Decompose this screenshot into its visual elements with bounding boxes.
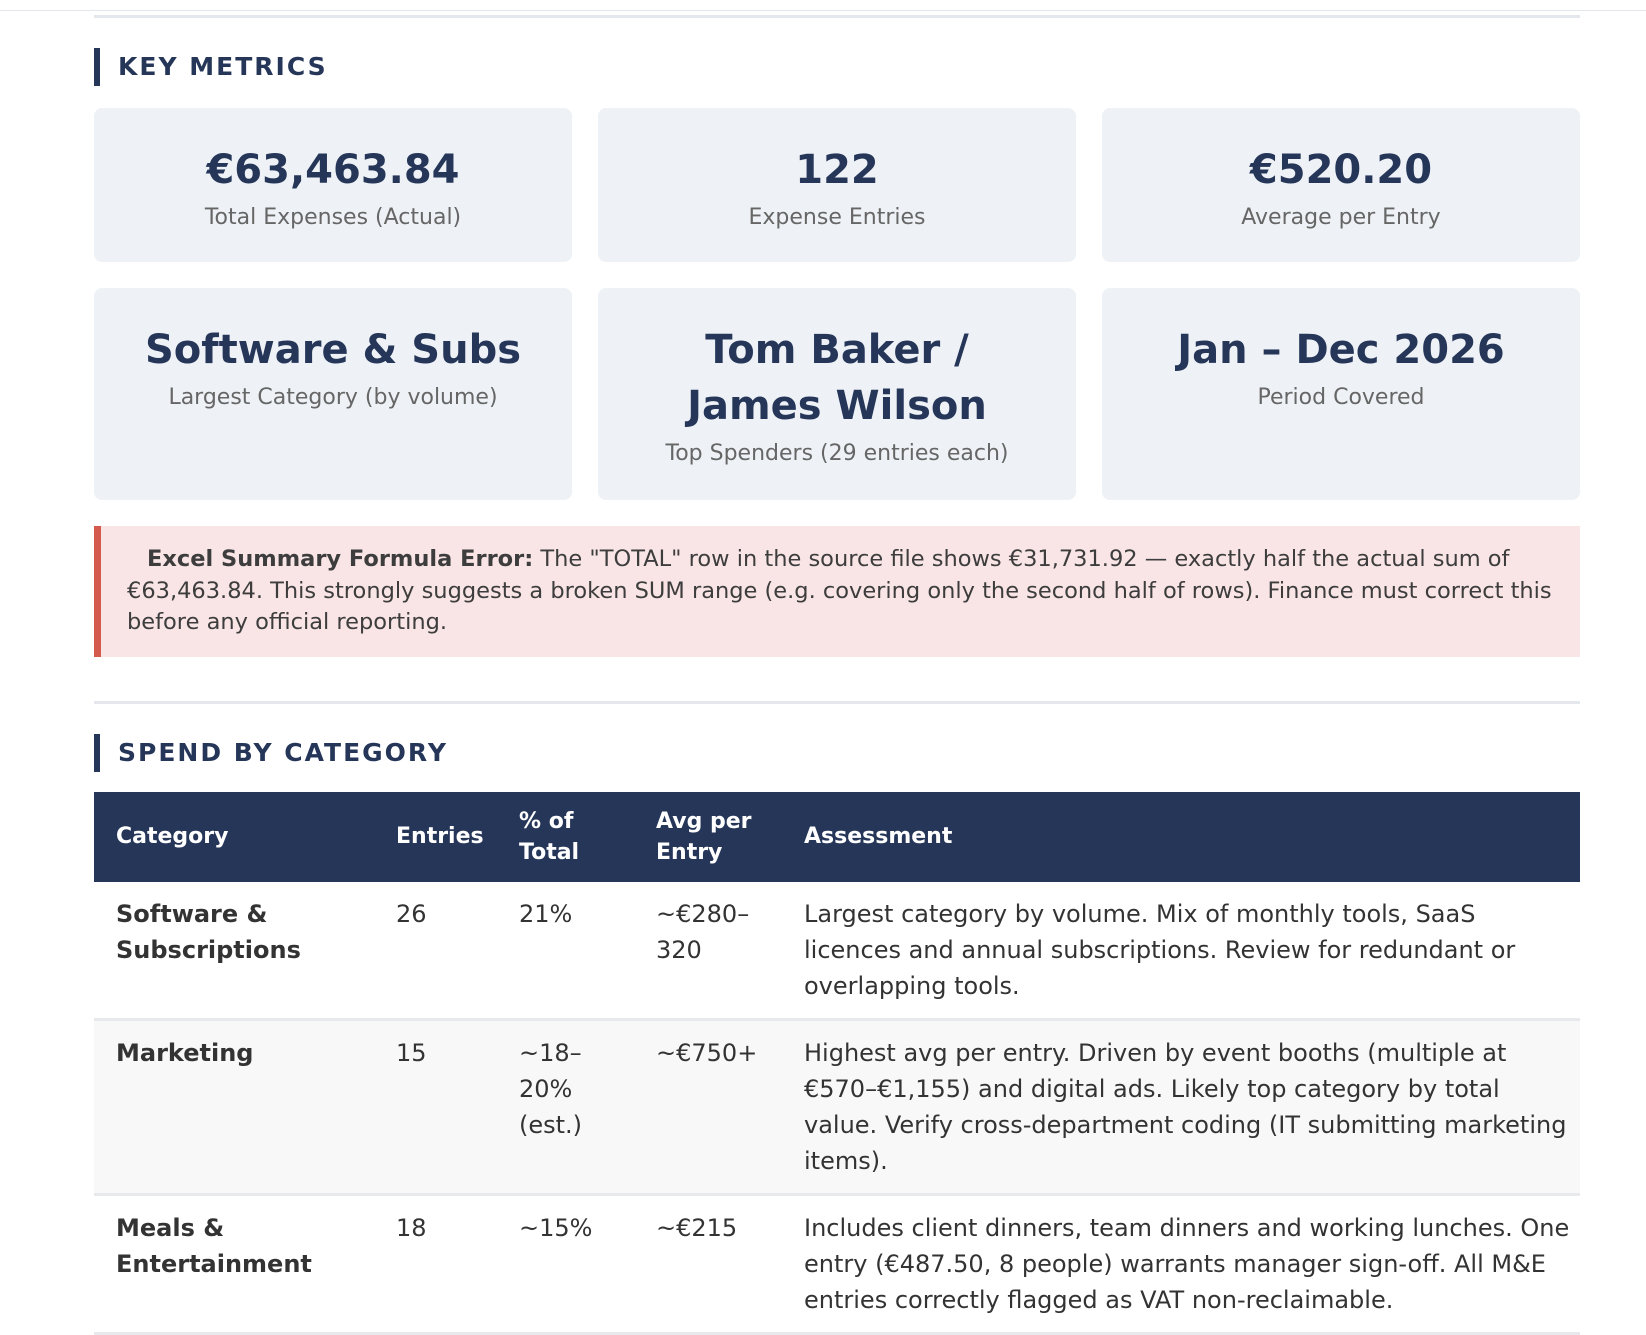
metric-label: Total Expenses (Actual) [204,205,462,230]
metric-value: €63,463.84 [206,147,460,193]
metric-card-expense-entries: 122 Expense Entries [598,108,1076,262]
section-divider [94,15,1580,18]
column-header-category: Category [94,791,374,882]
alert-title: Excel Summary Formula Error: [147,546,534,572]
cell-category: Marketing [94,1019,374,1196]
cell-percent: ~18–20% (est.) [497,1019,634,1196]
metric-card-average-per-entry: €520.20 Average per Entry [1102,108,1580,262]
metric-card-period-covered: Jan – Dec 2026 Period Covered [1102,288,1580,500]
cell-assessment: Largest category by volume. Mix of month… [782,881,1580,1021]
cell-entries: 26 [374,881,497,1021]
table-row: Marketing 15 ~18–20% (est.) ~€750+ Highe… [94,1019,1580,1196]
metric-label: Expense Entries [748,205,926,230]
cell-percent: ~15% [497,1194,634,1335]
cell-assessment: Includes client dinners, team dinners an… [782,1194,1580,1335]
metric-value: Jan – Dec 2026 [1177,327,1505,373]
metric-label: Average per Entry [1241,205,1441,230]
alert-text: The "TOTAL" row in the source file shows… [127,546,1552,635]
metric-card-largest-category: Software & Subs Largest Category (by vol… [94,288,572,500]
section-divider [94,700,1580,704]
table-row: Meals & Entertainment 18 ~15% ~€215 Incl… [94,1194,1580,1335]
key-metrics-heading: KEY METRICS [94,48,1580,86]
cell-avg: ~€280–320 [634,881,782,1021]
metrics-grid: Software & Subs Largest Category (by vol… [94,288,1580,500]
cell-entries: 18 [374,1194,497,1335]
metric-label: Top Spenders (29 entries each) [665,441,1009,466]
report-content: KEY METRICS €63,463.84 Total Expenses (A… [94,0,1580,1335]
cell-percent: 21% [497,881,634,1021]
metric-card-total-expenses: €63,463.84 Total Expenses (Actual) [94,108,572,262]
cell-entries: 15 [374,1019,497,1196]
spend-by-category-heading: SPEND BY CATEGORY [94,733,1580,772]
metric-card-top-spenders: Tom Baker / James Wilson Top Spenders (2… [598,288,1076,500]
column-header-avg-per-entry: Avg per Entry [634,791,782,882]
metric-value: €520.20 [1249,147,1433,193]
column-header-percent-of-total: % of Total [497,791,634,882]
column-header-entries: Entries [374,791,497,882]
metric-value: Software & Subs [144,327,522,373]
cell-assessment: Highest avg per entry. Driven by event b… [782,1019,1580,1196]
metric-value: Tom Baker / James Wilson [687,327,987,429]
metric-label: Period Covered [1257,385,1425,410]
category-table: Category Entries % of Total Avg per Entr… [94,791,1580,1335]
cell-category: Meals & Entertainment [94,1194,374,1335]
table-row: Software & Subscriptions 26 21% ~€280–32… [94,881,1580,1021]
cell-avg: ~€750+ [634,1019,782,1196]
top-divider [0,10,1646,11]
column-header-assessment: Assessment [782,791,1580,882]
table-header-row: Category Entries % of Total Avg per Entr… [94,791,1580,882]
formula-error-alert: Excel Summary Formula Error: The "TOTAL"… [94,526,1580,657]
metric-label: Largest Category (by volume) [168,385,498,410]
metrics-grid: €63,463.84 Total Expenses (Actual) 122 E… [94,108,1580,262]
metric-value: 122 [795,147,879,193]
cell-category: Software & Subscriptions [94,881,374,1021]
cell-avg: ~€215 [634,1194,782,1335]
